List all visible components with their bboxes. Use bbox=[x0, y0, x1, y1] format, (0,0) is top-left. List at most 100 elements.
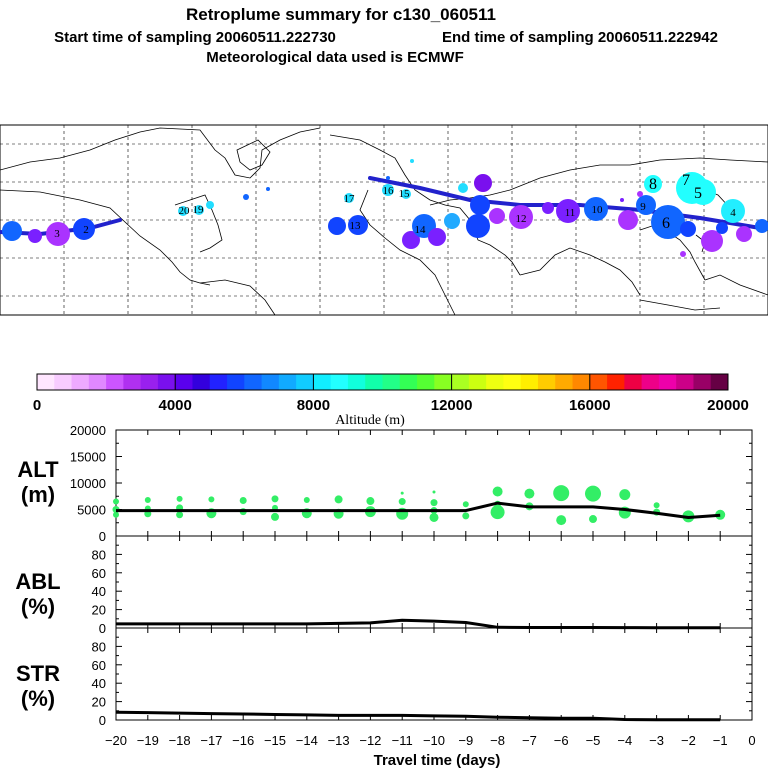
x-tick-label: −19 bbox=[137, 733, 159, 748]
colorbar-swatch bbox=[175, 374, 193, 390]
plume-point bbox=[444, 213, 460, 229]
plume-point bbox=[701, 230, 723, 252]
end-time-label: End time of sampling 20060511.222942 bbox=[442, 29, 718, 46]
world-map: 20 19 17 16 15 14 13 12 11 10 98 7 6 5 4 3 2 bbox=[0, 124, 768, 316]
panel-label: ALT bbox=[17, 457, 59, 482]
altitude-point bbox=[113, 498, 119, 505]
altitude-point bbox=[429, 512, 439, 522]
colorbar-swatch bbox=[607, 374, 625, 390]
plume-point bbox=[178, 206, 188, 216]
x-tick-label: −2 bbox=[681, 733, 696, 748]
colorbar-swatch bbox=[330, 374, 349, 390]
plume-point bbox=[46, 222, 70, 246]
x-tick-label: −10 bbox=[423, 733, 445, 748]
x-tick-label: −9 bbox=[458, 733, 473, 748]
plume-point bbox=[680, 251, 686, 257]
colorbar-swatches bbox=[37, 374, 729, 390]
plume-day-label: 7 bbox=[682, 172, 690, 189]
colorbar-swatch bbox=[157, 374, 176, 390]
plume-labels: 20 19 17 16 15 14 13 12 11 10 98 7 6 5 4 3 2 bbox=[54, 172, 736, 240]
colorbar-swatch bbox=[347, 374, 366, 390]
colorbar-swatch bbox=[589, 374, 608, 390]
colorbar-tick-label: 0 bbox=[33, 397, 41, 414]
colorbar-swatch bbox=[192, 374, 211, 390]
x-tick-label: −13 bbox=[328, 733, 350, 748]
plume-point bbox=[542, 202, 554, 214]
altitude-point bbox=[176, 511, 184, 519]
altitude-point bbox=[524, 488, 535, 499]
x-tick-label: −12 bbox=[359, 733, 381, 748]
panel-label: ABL bbox=[15, 569, 60, 594]
plume-point bbox=[644, 175, 662, 193]
altitude-colorbar: 0 4000 8000 12000 16000 20000 Altitude (m) bbox=[33, 373, 749, 428]
y-tick-label: 80 bbox=[92, 547, 106, 562]
altitude-point bbox=[176, 495, 183, 502]
plume-point bbox=[28, 229, 42, 243]
map-gridlines bbox=[0, 125, 768, 315]
x-tick-label: −6 bbox=[554, 733, 569, 748]
colorbar-ticks: 0 4000 8000 12000 16000 20000 bbox=[33, 374, 749, 414]
plume-point bbox=[458, 183, 468, 193]
y-tick-label: 60 bbox=[92, 566, 106, 581]
x-tick-label: −1 bbox=[713, 733, 728, 748]
y-tick-label: 0 bbox=[99, 529, 106, 544]
plume-point bbox=[73, 218, 95, 240]
altitude-point bbox=[589, 515, 597, 524]
plume-point bbox=[721, 199, 745, 223]
altitude-point bbox=[208, 496, 215, 503]
altitude-point bbox=[303, 496, 310, 503]
y-tick-label: 20000 bbox=[70, 423, 106, 438]
plume-day-label: 11 bbox=[565, 207, 576, 219]
colorbar-swatch bbox=[399, 374, 418, 390]
plume-point bbox=[206, 201, 214, 209]
x-tick-label: −7 bbox=[522, 733, 537, 748]
y-tick-label: 10000 bbox=[70, 476, 106, 491]
colorbar-swatch bbox=[693, 374, 712, 390]
colorbar-swatch bbox=[555, 374, 574, 390]
colorbar-swatch bbox=[365, 374, 383, 390]
colorbar-swatch bbox=[486, 374, 504, 390]
plume-day-label: 12 bbox=[516, 213, 527, 225]
plume-point bbox=[651, 205, 685, 239]
colorbar-tick-label: 8000 bbox=[297, 397, 330, 414]
colorbar-title: Altitude (m) bbox=[335, 413, 405, 428]
panel-frame bbox=[115, 627, 753, 721]
colorbar-swatch bbox=[209, 374, 228, 390]
x-tick-label: −17 bbox=[200, 733, 222, 748]
plume-point bbox=[382, 184, 394, 196]
panel-abl: 0 20 40 60 80 ABL(%) bbox=[15, 535, 753, 636]
x-tick-label: −5 bbox=[586, 733, 601, 748]
altitude-point bbox=[398, 498, 406, 506]
plume-point bbox=[243, 194, 249, 200]
plume-point bbox=[636, 195, 656, 215]
y-tick-label: 5000 bbox=[77, 503, 106, 518]
y-tick-label: 20 bbox=[92, 603, 106, 618]
x-tick-label: −16 bbox=[232, 733, 254, 748]
x-axis-label: Travel time (days) bbox=[374, 752, 501, 768]
panel-label: STR bbox=[16, 661, 60, 686]
plume-point bbox=[716, 222, 728, 234]
plume-day-label: 6 bbox=[662, 215, 670, 232]
colorbar-swatch bbox=[54, 374, 73, 390]
altitude-point bbox=[490, 505, 505, 520]
y-tick-label: 40 bbox=[92, 584, 106, 599]
colorbar-swatch bbox=[140, 374, 159, 390]
plume-day-label: 15 bbox=[399, 188, 411, 200]
plume-point bbox=[474, 174, 492, 192]
plume-point bbox=[348, 215, 368, 235]
colorbar-swatch bbox=[261, 374, 280, 390]
plume-point bbox=[466, 214, 490, 238]
plume-day-label: 13 bbox=[350, 220, 362, 232]
panel-unit-label: (%) bbox=[21, 686, 55, 711]
plume-day-label: 10 bbox=[592, 204, 604, 216]
plume-point bbox=[489, 208, 505, 224]
altitude-point bbox=[432, 490, 436, 494]
colorbar-swatch bbox=[313, 374, 332, 390]
y-tick-label: 40 bbox=[92, 676, 106, 691]
x-tick-label: −20 bbox=[105, 733, 127, 748]
x-tick-label: −3 bbox=[649, 733, 664, 748]
plume-point bbox=[402, 231, 420, 249]
panel-frame bbox=[115, 535, 753, 629]
plume-day-label: 8 bbox=[649, 176, 657, 193]
